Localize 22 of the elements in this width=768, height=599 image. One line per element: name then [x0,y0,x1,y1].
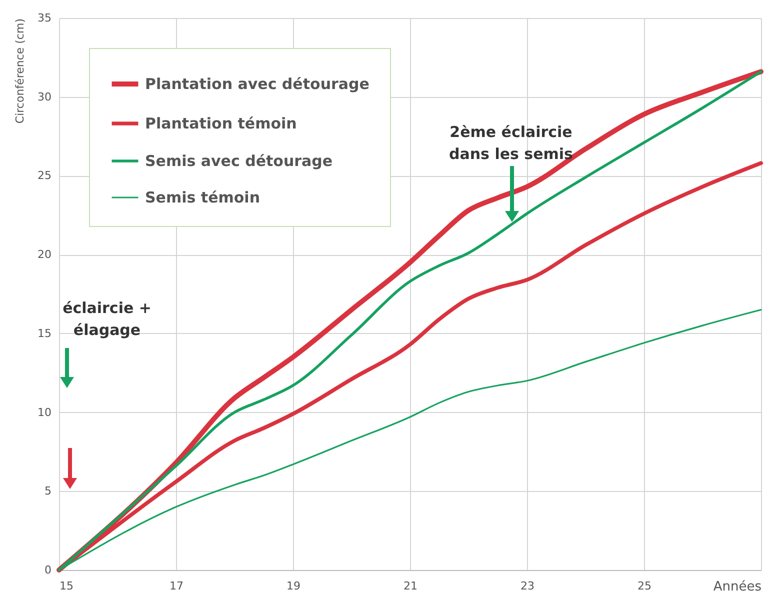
y-tick-label: 35 [38,12,52,24]
y-tick-label: 30 [38,90,52,104]
y-tick-label: 25 [38,169,52,182]
y-tick-label: 0 [44,564,52,576]
y-tick-label: 5 [44,484,52,498]
x-tick-label: 23 [520,580,534,592]
annotation: 2ème éclaircie dans les semis [449,123,574,163]
x-axis-title: Années [713,580,762,594]
y-tick-label: 20 [38,248,52,262]
x-tick-label: 19 [286,580,300,592]
legend-label: Semis témoin [145,188,260,206]
y-tick-label: 10 [38,406,52,419]
x-tick-label: 25 [638,580,652,592]
x-tick-label: 17 [170,580,184,592]
x-tick-label: 21 [404,580,418,592]
y-tick-label: 15 [38,326,52,340]
y-axis-title: Circonférence (cm) [14,18,27,124]
annotation: éclaircie + élagage [62,299,152,339]
x-tick-label: 15 [60,580,74,592]
legend-label: Plantation avec détourage [145,75,370,93]
legend-label: Plantation témoin [145,114,297,132]
legend-label: Semis avec détourage [145,152,333,170]
